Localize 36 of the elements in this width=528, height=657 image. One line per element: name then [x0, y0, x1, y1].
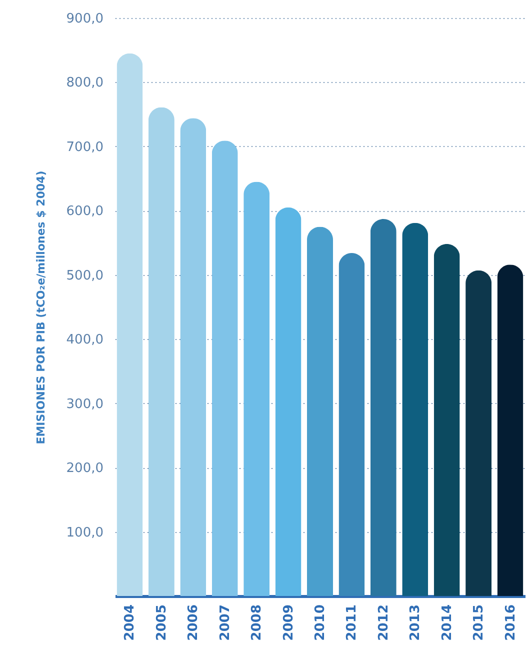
bar [116, 53, 143, 596]
bar [180, 118, 206, 596]
x-tick-label: 2011 [344, 604, 360, 641]
bar [338, 253, 365, 596]
bar [212, 140, 238, 596]
y-tick-label: 700,0 [66, 140, 104, 155]
bar [466, 270, 492, 596]
bar [497, 264, 524, 596]
x-tick-label: 2007 [218, 604, 233, 641]
x-tick-label: 2009 [281, 604, 296, 641]
bar [244, 182, 270, 596]
x-tick-label: 2005 [154, 604, 170, 641]
x-tick-label: 2015 [472, 604, 487, 641]
bar [307, 226, 333, 596]
x-tick-label: 2006 [186, 604, 202, 641]
x-tick-label: 2013 [408, 604, 424, 641]
bar [434, 244, 460, 596]
y-tick-label: 600,0 [66, 204, 104, 220]
x-tick-label: 2012 [376, 604, 392, 641]
bar [275, 207, 302, 596]
y-tick-label: 400,0 [66, 332, 104, 348]
x-tick-label: 2010 [313, 604, 328, 641]
bar [370, 219, 396, 596]
x-tick-label: 2014 [440, 604, 455, 641]
x-tick-label: 2016 [503, 604, 518, 641]
y-tick-label: 100,0 [66, 525, 104, 540]
x-tick-label: 2008 [250, 604, 265, 641]
y-tick-label: 900,0 [66, 12, 104, 26]
y-tick-label: 500,0 [66, 268, 104, 284]
bar [148, 107, 174, 596]
y-tick-label: 800,0 [66, 76, 104, 91]
y-axis-title: EMISIONES POR PIB (tCO₂e/millones $ 2004) [34, 170, 48, 444]
x-tick-label: 2004 [122, 604, 138, 641]
bar [402, 222, 428, 596]
y-tick-label: 300,0 [66, 396, 104, 412]
y-tick-label: 200,0 [66, 461, 104, 476]
